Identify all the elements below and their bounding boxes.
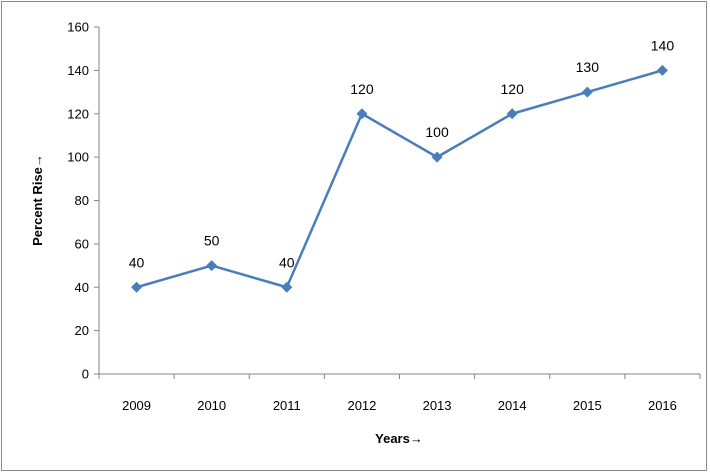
data-label: 130 [576, 59, 600, 75]
y-tick-label: 40 [75, 280, 89, 295]
data-point-marker [506, 108, 518, 120]
data-point-marker [281, 281, 293, 293]
data-point-marker [431, 151, 443, 163]
series-line [131, 64, 668, 293]
data-point-marker [581, 86, 593, 98]
x-tick-label: 2010 [197, 398, 226, 413]
y-tick-label: 140 [67, 63, 89, 78]
x-tick-label: 2009 [122, 398, 151, 413]
x-tick-label: 2011 [273, 398, 301, 413]
data-point-marker [656, 64, 668, 76]
y-tick-label: 80 [75, 193, 89, 208]
x-tick-label: 2012 [347, 398, 376, 413]
data-label: 140 [651, 37, 675, 53]
data-point-marker [356, 108, 368, 120]
x-tick-label: 2014 [498, 398, 527, 413]
x-tick-label: 2013 [423, 398, 452, 413]
y-tick-label: 120 [67, 106, 89, 121]
data-label: 100 [425, 124, 449, 140]
y-tick-label: 0 [82, 367, 89, 382]
x-tick-label: 2015 [573, 398, 602, 413]
data-label: 40 [279, 254, 295, 270]
x-axis-title: Years→ [375, 431, 423, 446]
data-point-marker [131, 281, 143, 293]
axes [98, 27, 700, 375]
y-tick-label: 20 [75, 323, 89, 338]
data-point-marker [206, 260, 218, 272]
x-tick-labels: 2009 2010 2011 2012 2013 2014 2015 2016 [98, 374, 701, 413]
data-label: 40 [129, 254, 145, 270]
y-axis-title: Percent Rise→ [30, 154, 45, 246]
y-tick-label: 160 [67, 20, 89, 35]
data-label: 120 [350, 81, 374, 97]
data-label: 50 [204, 233, 220, 249]
x-tick-label: 2016 [648, 398, 677, 413]
data-label: 120 [501, 81, 525, 97]
data-labels: 40 50 40 120 100 120 130 140 [129, 37, 675, 270]
y-tick-labels: 0 20 40 60 80 100 120 140 160 [67, 20, 99, 382]
y-tick-label: 60 [75, 236, 89, 251]
series-line-path [136, 69, 663, 289]
y-tick-label: 100 [67, 150, 89, 165]
